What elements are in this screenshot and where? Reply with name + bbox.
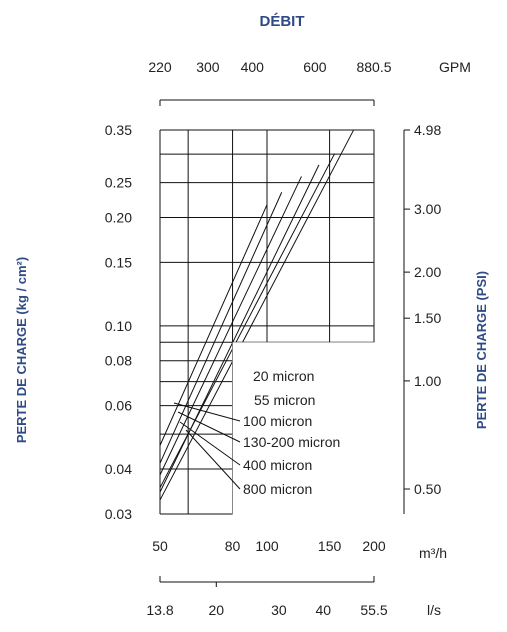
- y-axis-tick-label-left: 0.35: [105, 122, 132, 138]
- x-axis-tick-label: 80: [225, 538, 241, 554]
- series-line: [159, 176, 302, 476]
- y-axis-tick-label-left: 0.03: [105, 506, 132, 522]
- top-axis-tick-label: 220: [148, 59, 172, 75]
- y-axis-tick-label-right: 3.00: [414, 201, 441, 217]
- x-axis-tick-label: 200: [362, 538, 386, 554]
- top-axis-tick-label: 400: [241, 59, 265, 75]
- legend-label: 800 micron: [243, 481, 312, 497]
- y-axis-tick-label-left: 0.20: [105, 209, 132, 225]
- bottom-axis-tick-label: 40: [316, 602, 332, 618]
- legend-label: 130-200 micron: [243, 434, 340, 450]
- top-axis-tick-label: 600: [303, 59, 327, 75]
- legend-label: 400 micron: [243, 457, 312, 473]
- series-line: [159, 204, 268, 446]
- x-axis-unit-bottom: l/s: [427, 602, 441, 618]
- x-axis-unit-top: GPM: [439, 59, 471, 75]
- y-axis-tick-label-right: 1.00: [414, 373, 441, 389]
- series-line: [159, 130, 354, 501]
- legend-leader-line: [177, 411, 241, 443]
- y-axis-label-left: PERTE DE CHARGE (kg / cm²): [14, 257, 29, 443]
- series-line: [159, 192, 283, 464]
- x-axis-tick-label: 50: [152, 538, 168, 554]
- bottom-axis-tick-label: 55.5: [360, 602, 387, 618]
- legend-leader-line: [185, 429, 241, 490]
- top-axis-tick-label: 880.5: [356, 59, 391, 75]
- y-axis-tick-label-left: 0.08: [105, 353, 132, 369]
- y-axis-tick-label-right: 1.50: [414, 310, 441, 326]
- bottom-axis-tick-label: 30: [271, 602, 287, 618]
- y-axis-tick-label-right: 2.00: [414, 264, 441, 280]
- legend-label: 100 micron: [243, 413, 312, 429]
- series-lines: [159, 130, 354, 501]
- bottom-axis-tick-label: 20: [209, 602, 225, 618]
- x-axis-unit-main: m³/h: [419, 545, 447, 561]
- chart-title: DÉBIT: [260, 13, 305, 30]
- bottom-axis-tick-label: 13.8: [146, 602, 173, 618]
- legend-leader-line: [179, 421, 241, 466]
- grid-lines: [159, 129, 375, 515]
- x-axis-tick-label: 150: [318, 538, 342, 554]
- tick-labels: 220 300 400 600 880.5 13.8 20 30 40 55.5 50 80 100 15…: [105, 59, 442, 618]
- legend-leader-line: [173, 402, 241, 422]
- y-axis-tick-label-left: 0.06: [105, 398, 132, 414]
- y-axis-label-right: PERTE DE CHARGE (PSI): [474, 271, 489, 429]
- y-axis-tick-label-right: 0.50: [414, 481, 441, 497]
- y-axis-tick-label-left: 0.15: [105, 254, 132, 270]
- legend-label: 20 micron: [253, 368, 314, 384]
- y-axis-tick-label-left: 0.25: [105, 175, 132, 191]
- legend-box: [232, 342, 374, 514]
- x-axis-tick-label: 100: [255, 538, 279, 554]
- y-axis-tick-label-left: 0.04: [105, 461, 132, 477]
- top-axis-tick-label: 300: [196, 59, 220, 75]
- series-line: [159, 153, 336, 488]
- legend: 20 micron 55 micron 100 micron 130-200 micr…: [173, 342, 374, 514]
- y-axis-tick-label-left: 0.10: [105, 318, 132, 334]
- axes: [159, 99, 410, 587]
- y-axis-tick-label-right: 4.98: [414, 122, 441, 138]
- legend-label: 55 micron: [254, 392, 315, 408]
